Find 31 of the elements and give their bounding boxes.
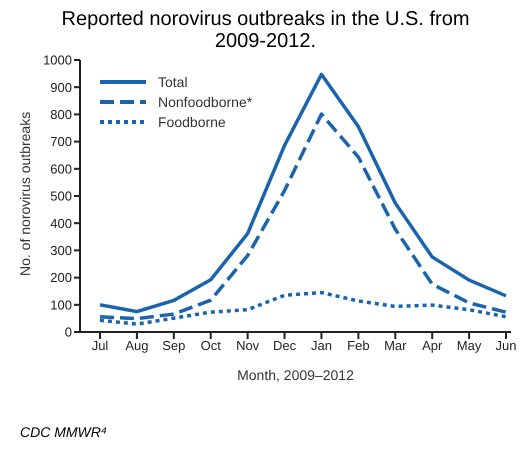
x-tick-label: Oct (200, 338, 222, 354)
text: CDC MMWR⁴ (20, 424, 107, 440)
x-tick-label: May (456, 338, 482, 354)
x-tick-label: Mar (384, 338, 408, 354)
legend-label: Foodborne (158, 114, 226, 130)
y-tick-label: 0 (64, 324, 72, 340)
x-tick-label: Feb (347, 338, 370, 354)
x-tick-label: Dec (272, 338, 297, 354)
x-tick-label: Jul (92, 338, 108, 354)
x-tick-label: Jun (496, 338, 516, 354)
y-tick-label: 900 (50, 80, 72, 95)
y-axis-title: No. of norovirus outbreaks (16, 112, 33, 276)
y-tick-label: 700 (50, 134, 72, 150)
y-tick-label: 200 (50, 270, 72, 286)
y-tick-label: 400 (50, 216, 72, 231)
x-tick-label: Jan (310, 338, 332, 354)
y-tick-label: 600 (50, 161, 72, 176)
x-tick-label: Apr (422, 338, 443, 354)
y-tick-label: 1000 (43, 52, 72, 68)
chart-title: Reported norovirus outbreaks in the U.S. from 2009-2012. (60, 8, 470, 52)
legend-label: Total (158, 74, 188, 90)
x-tick-label: Sep (162, 338, 186, 354)
x-tick-label: Nov (236, 338, 260, 354)
x-axis-title: Month, 2009–2012 (237, 367, 354, 383)
legend-label: Nonfoodborne* (158, 94, 252, 110)
x-tick-label: Aug (125, 338, 148, 354)
y-tick-label: 500 (50, 188, 72, 204)
y-tick-label: 100 (50, 297, 72, 312)
line-series (98, 72, 508, 314)
y-tick-label: 800 (50, 107, 72, 122)
y-tick-label: 300 (50, 243, 72, 258)
